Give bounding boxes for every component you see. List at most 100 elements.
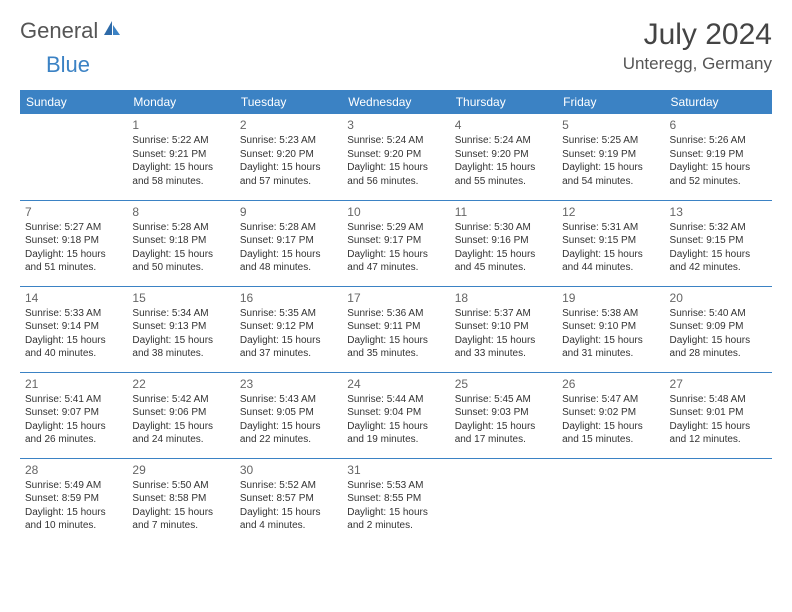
sunset-label: Sunset: 9:02 PM — [562, 406, 659, 420]
calendar-day-cell: 11Sunrise: 5:30 AMSunset: 9:16 PMDayligh… — [450, 200, 557, 286]
sunrise-label: Sunrise: 5:48 AM — [670, 393, 767, 407]
calendar-day-cell: 4Sunrise: 5:24 AMSunset: 9:20 PMDaylight… — [450, 114, 557, 200]
calendar-day-cell: 10Sunrise: 5:29 AMSunset: 9:17 PMDayligh… — [342, 200, 449, 286]
sunrise-label: Sunrise: 5:23 AM — [240, 134, 337, 148]
day-info: Sunrise: 5:33 AMSunset: 9:14 PMDaylight:… — [25, 307, 122, 361]
brand-text-2: Blue — [46, 52, 90, 77]
dow-header: Wednesday — [342, 90, 449, 114]
sunrise-label: Sunrise: 5:36 AM — [347, 307, 444, 321]
day-info: Sunrise: 5:30 AMSunset: 9:16 PMDaylight:… — [455, 221, 552, 275]
day-number: 22 — [132, 376, 229, 392]
sunrise-label: Sunrise: 5:44 AM — [347, 393, 444, 407]
calendar-day-cell: 30Sunrise: 5:52 AMSunset: 8:57 PMDayligh… — [235, 458, 342, 544]
day-info: Sunrise: 5:45 AMSunset: 9:03 PMDaylight:… — [455, 393, 552, 447]
day-info: Sunrise: 5:36 AMSunset: 9:11 PMDaylight:… — [347, 307, 444, 361]
dow-header: Friday — [557, 90, 664, 114]
day-number: 24 — [347, 376, 444, 392]
sunset-label: Sunset: 9:20 PM — [455, 148, 552, 162]
daylight-label: Daylight: 15 hours and 2 minutes. — [347, 506, 444, 533]
day-number: 20 — [670, 290, 767, 306]
daylight-label: Daylight: 15 hours and 48 minutes. — [240, 248, 337, 275]
calendar-day-cell — [450, 458, 557, 544]
day-info: Sunrise: 5:32 AMSunset: 9:15 PMDaylight:… — [670, 221, 767, 275]
day-number: 15 — [132, 290, 229, 306]
day-info: Sunrise: 5:37 AMSunset: 9:10 PMDaylight:… — [455, 307, 552, 361]
day-number: 3 — [347, 117, 444, 133]
sunset-label: Sunset: 9:06 PM — [132, 406, 229, 420]
daylight-label: Daylight: 15 hours and 19 minutes. — [347, 420, 444, 447]
sunset-label: Sunset: 9:09 PM — [670, 320, 767, 334]
calendar-day-cell: 28Sunrise: 5:49 AMSunset: 8:59 PMDayligh… — [20, 458, 127, 544]
daylight-label: Daylight: 15 hours and 55 minutes. — [455, 161, 552, 188]
sunrise-label: Sunrise: 5:29 AM — [347, 221, 444, 235]
day-number: 2 — [240, 117, 337, 133]
daylight-label: Daylight: 15 hours and 15 minutes. — [562, 420, 659, 447]
sunrise-label: Sunrise: 5:45 AM — [455, 393, 552, 407]
day-info: Sunrise: 5:41 AMSunset: 9:07 PMDaylight:… — [25, 393, 122, 447]
calendar-day-cell: 24Sunrise: 5:44 AMSunset: 9:04 PMDayligh… — [342, 372, 449, 458]
daylight-label: Daylight: 15 hours and 45 minutes. — [455, 248, 552, 275]
sunset-label: Sunset: 9:10 PM — [562, 320, 659, 334]
day-number: 1 — [132, 117, 229, 133]
calendar-day-cell: 29Sunrise: 5:50 AMSunset: 8:58 PMDayligh… — [127, 458, 234, 544]
day-info: Sunrise: 5:50 AMSunset: 8:58 PMDaylight:… — [132, 479, 229, 533]
calendar-week-row: 1Sunrise: 5:22 AMSunset: 9:21 PMDaylight… — [20, 114, 772, 200]
sunrise-label: Sunrise: 5:53 AM — [347, 479, 444, 493]
daylight-label: Daylight: 15 hours and 33 minutes. — [455, 334, 552, 361]
day-number: 10 — [347, 204, 444, 220]
sunrise-label: Sunrise: 5:25 AM — [562, 134, 659, 148]
sail-icon — [102, 19, 122, 44]
sunrise-label: Sunrise: 5:27 AM — [25, 221, 122, 235]
day-number: 31 — [347, 462, 444, 478]
day-number: 14 — [25, 290, 122, 306]
sunset-label: Sunset: 9:03 PM — [455, 406, 552, 420]
day-number: 18 — [455, 290, 552, 306]
daylight-label: Daylight: 15 hours and 31 minutes. — [562, 334, 659, 361]
calendar-day-cell: 13Sunrise: 5:32 AMSunset: 9:15 PMDayligh… — [665, 200, 772, 286]
sunrise-label: Sunrise: 5:24 AM — [347, 134, 444, 148]
sunrise-label: Sunrise: 5:38 AM — [562, 307, 659, 321]
daylight-label: Daylight: 15 hours and 35 minutes. — [347, 334, 444, 361]
calendar-day-cell: 16Sunrise: 5:35 AMSunset: 9:12 PMDayligh… — [235, 286, 342, 372]
dow-header: Saturday — [665, 90, 772, 114]
daylight-label: Daylight: 15 hours and 28 minutes. — [670, 334, 767, 361]
calendar-week-row: 28Sunrise: 5:49 AMSunset: 8:59 PMDayligh… — [20, 458, 772, 544]
sunset-label: Sunset: 9:15 PM — [670, 234, 767, 248]
calendar-day-cell: 9Sunrise: 5:28 AMSunset: 9:17 PMDaylight… — [235, 200, 342, 286]
day-info: Sunrise: 5:29 AMSunset: 9:17 PMDaylight:… — [347, 221, 444, 275]
day-info: Sunrise: 5:48 AMSunset: 9:01 PMDaylight:… — [670, 393, 767, 447]
calendar-day-cell: 6Sunrise: 5:26 AMSunset: 9:19 PMDaylight… — [665, 114, 772, 200]
sunset-label: Sunset: 9:18 PM — [132, 234, 229, 248]
calendar-day-cell: 26Sunrise: 5:47 AMSunset: 9:02 PMDayligh… — [557, 372, 664, 458]
sunset-label: Sunset: 8:57 PM — [240, 492, 337, 506]
daylight-label: Daylight: 15 hours and 40 minutes. — [25, 334, 122, 361]
sunrise-label: Sunrise: 5:40 AM — [670, 307, 767, 321]
day-info: Sunrise: 5:44 AMSunset: 9:04 PMDaylight:… — [347, 393, 444, 447]
calendar-day-cell: 5Sunrise: 5:25 AMSunset: 9:19 PMDaylight… — [557, 114, 664, 200]
day-info: Sunrise: 5:27 AMSunset: 9:18 PMDaylight:… — [25, 221, 122, 275]
day-number: 13 — [670, 204, 767, 220]
daylight-label: Daylight: 15 hours and 57 minutes. — [240, 161, 337, 188]
daylight-label: Daylight: 15 hours and 37 minutes. — [240, 334, 337, 361]
calendar-day-cell: 18Sunrise: 5:37 AMSunset: 9:10 PMDayligh… — [450, 286, 557, 372]
sunset-label: Sunset: 9:20 PM — [240, 148, 337, 162]
sunset-label: Sunset: 9:19 PM — [670, 148, 767, 162]
day-info: Sunrise: 5:24 AMSunset: 9:20 PMDaylight:… — [347, 134, 444, 188]
sunset-label: Sunset: 8:58 PM — [132, 492, 229, 506]
day-info: Sunrise: 5:31 AMSunset: 9:15 PMDaylight:… — [562, 221, 659, 275]
day-info: Sunrise: 5:49 AMSunset: 8:59 PMDaylight:… — [25, 479, 122, 533]
calendar-day-cell: 19Sunrise: 5:38 AMSunset: 9:10 PMDayligh… — [557, 286, 664, 372]
calendar-day-cell: 14Sunrise: 5:33 AMSunset: 9:14 PMDayligh… — [20, 286, 127, 372]
day-info: Sunrise: 5:28 AMSunset: 9:17 PMDaylight:… — [240, 221, 337, 275]
calendar-day-cell: 31Sunrise: 5:53 AMSunset: 8:55 PMDayligh… — [342, 458, 449, 544]
daylight-label: Daylight: 15 hours and 24 minutes. — [132, 420, 229, 447]
sunrise-label: Sunrise: 5:42 AM — [132, 393, 229, 407]
sunrise-label: Sunrise: 5:50 AM — [132, 479, 229, 493]
day-number: 28 — [25, 462, 122, 478]
daylight-label: Daylight: 15 hours and 51 minutes. — [25, 248, 122, 275]
calendar-day-cell: 17Sunrise: 5:36 AMSunset: 9:11 PMDayligh… — [342, 286, 449, 372]
day-number: 17 — [347, 290, 444, 306]
day-number: 6 — [670, 117, 767, 133]
calendar-day-cell: 21Sunrise: 5:41 AMSunset: 9:07 PMDayligh… — [20, 372, 127, 458]
sunset-label: Sunset: 9:05 PM — [240, 406, 337, 420]
